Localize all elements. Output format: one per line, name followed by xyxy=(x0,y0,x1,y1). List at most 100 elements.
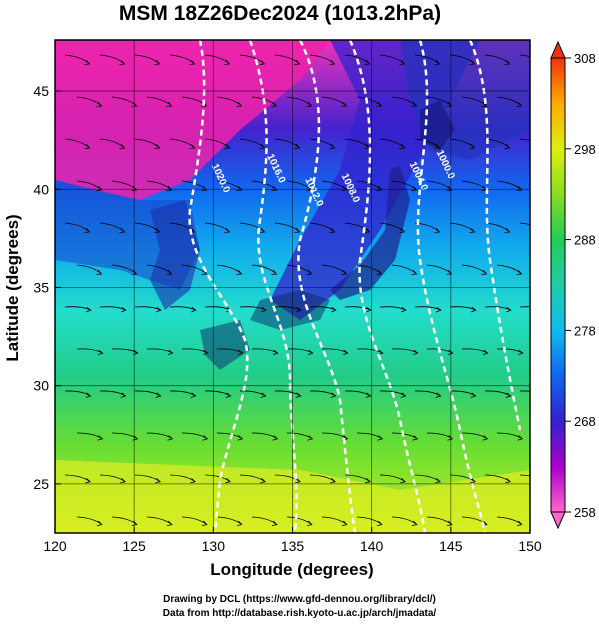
x-tick-label: 125 xyxy=(122,538,146,554)
footer-credit-data: Data from http://database.rish.kyoto-u.a… xyxy=(162,608,437,619)
streamline-arrow xyxy=(517,435,524,441)
streamline-arrow xyxy=(202,349,209,356)
streamline-arrow xyxy=(166,101,173,108)
streamline-arrow xyxy=(236,520,243,527)
streamline-arrow xyxy=(330,478,336,484)
streamline-arrow xyxy=(482,435,489,441)
streamline-arrow xyxy=(306,269,313,276)
streamline-arrow xyxy=(84,143,91,150)
streamline-arrow xyxy=(412,435,419,441)
streamline-arrow xyxy=(412,349,419,356)
streamline-arrow xyxy=(446,520,453,527)
y-tick-label: 30 xyxy=(33,378,49,394)
streamline-arrow xyxy=(400,392,407,398)
streamline-arrow xyxy=(447,435,454,441)
streamline-arrow xyxy=(224,227,231,234)
streamline-arrow xyxy=(306,101,313,108)
streamline-arrow xyxy=(505,392,512,398)
streamline xyxy=(519,222,530,226)
streamline xyxy=(519,138,530,142)
streamline-arrow xyxy=(86,306,92,313)
colorbar-max-arrow xyxy=(550,40,566,59)
streamline-arrow xyxy=(341,269,348,276)
streamline-arrow xyxy=(307,435,314,441)
streamline-arrow xyxy=(516,269,523,276)
streamline-arrow xyxy=(225,478,231,484)
colorbar-ticks: 258 268 278 288 298 308 xyxy=(565,51,596,520)
streamline-arrow xyxy=(434,227,441,234)
streamline-arrow xyxy=(119,143,126,150)
streamline-arrow xyxy=(470,478,476,484)
streamline-arrow xyxy=(295,392,302,398)
streamline-arrow xyxy=(446,269,453,276)
streamline-arrow xyxy=(411,520,418,527)
streamline-arrow xyxy=(504,59,511,66)
streamline-arrow xyxy=(329,227,336,234)
streamline-arrow xyxy=(296,306,302,313)
streamline-arrow xyxy=(469,59,476,66)
streamline-arrow xyxy=(434,59,441,66)
streamline-arrow xyxy=(540,478,545,483)
streamline-arrow xyxy=(481,101,488,108)
streamline-arrow xyxy=(341,520,348,527)
streamline-arrow xyxy=(399,59,406,66)
x-tick-label: 140 xyxy=(360,538,384,554)
streamline-arrow xyxy=(295,478,301,484)
streamline-arrow xyxy=(376,101,383,108)
y-tick-label: 35 xyxy=(33,279,49,295)
streamline-arrow xyxy=(504,143,511,150)
streamline-arrow xyxy=(236,101,243,108)
streamline-arrow xyxy=(155,392,162,398)
streamline-arrow xyxy=(84,59,91,66)
streamline-arrow xyxy=(237,435,244,441)
streamline-arrow xyxy=(435,392,442,398)
streamline-arrow xyxy=(504,227,511,234)
streamline-arrow xyxy=(96,101,103,108)
streamline-arrow xyxy=(84,227,91,234)
x-tick-label: 145 xyxy=(439,538,463,554)
streamline-arrow xyxy=(481,269,488,276)
streamline-arrow xyxy=(224,59,231,66)
streamline-arrow xyxy=(294,227,301,234)
streamline-arrow xyxy=(434,143,441,150)
streamline-arrow xyxy=(120,478,126,484)
chart-title: MSM 18Z26Dec2024 (1013.2hPa) xyxy=(118,2,442,25)
x-axis-label: Longitude (degrees) xyxy=(210,560,373,579)
streamline-arrow xyxy=(201,185,208,192)
streamline-arrow xyxy=(191,306,197,313)
streamline-arrow xyxy=(260,392,267,398)
streamline-arrow xyxy=(329,59,336,66)
streamline-arrow xyxy=(259,143,266,150)
streamline-arrow xyxy=(166,269,173,276)
streamline-arrow xyxy=(307,349,314,356)
streamline-arrow xyxy=(341,101,348,108)
streamline-arrow xyxy=(446,185,453,192)
streamline-arrow xyxy=(365,392,372,398)
colorbar-tick-label: 278 xyxy=(574,323,596,338)
streamline-arrow xyxy=(516,520,523,527)
streamline xyxy=(519,390,530,392)
streamline-arrow xyxy=(166,185,173,192)
y-tick-label: 25 xyxy=(33,476,49,492)
streamline-arrow xyxy=(96,520,103,527)
streamline-arrow xyxy=(119,59,126,66)
colorbar-tick-label: 288 xyxy=(574,233,596,248)
streamline-arrow xyxy=(201,520,208,527)
streamline-arrow xyxy=(411,269,418,276)
streamline-arrow xyxy=(190,392,197,398)
isobar-contours xyxy=(188,40,522,533)
streamline-arrow xyxy=(294,143,301,150)
streamline-arrow xyxy=(97,349,104,356)
streamline-arrow xyxy=(202,435,209,441)
streamline-arrow xyxy=(237,349,244,356)
streamline-arrow xyxy=(376,269,383,276)
streamline-arrow xyxy=(364,59,371,66)
streamline-arrow xyxy=(201,269,208,276)
streamline-arrow xyxy=(306,520,313,527)
streamline-arrow xyxy=(236,269,243,276)
streamline-arrow xyxy=(471,306,477,313)
streamline-arrow xyxy=(189,143,196,150)
footer: Drawing by DCL (https://www.gfd-dennou.o… xyxy=(0,593,599,621)
streamline-arrow xyxy=(399,227,406,234)
streamline-arrow xyxy=(167,349,174,356)
